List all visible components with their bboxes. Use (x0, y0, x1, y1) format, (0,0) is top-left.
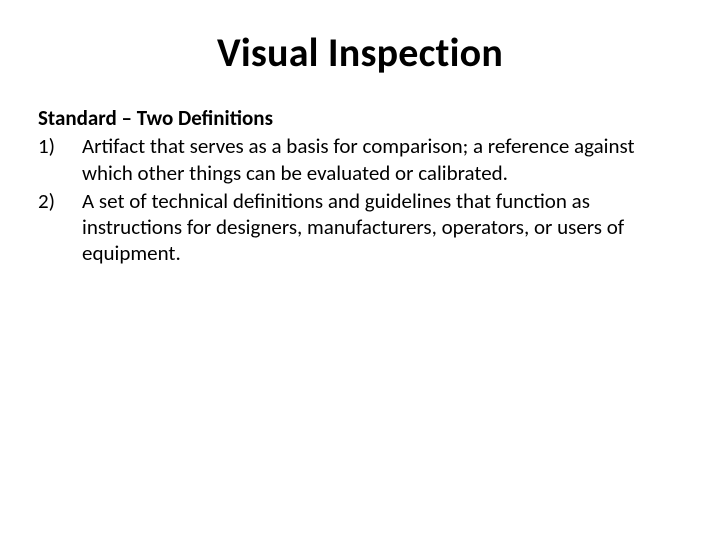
list-item: Artifact that serves as a basis for comp… (82, 133, 682, 186)
slide: Visual Inspection Standard – Two Definit… (0, 0, 720, 540)
slide-title: Visual Inspection (38, 28, 682, 77)
subheading: Standard – Two Definitions (38, 105, 682, 131)
definitions-list: Artifact that serves as a basis for comp… (38, 133, 682, 266)
list-item: A set of technical definitions and guide… (82, 188, 682, 267)
